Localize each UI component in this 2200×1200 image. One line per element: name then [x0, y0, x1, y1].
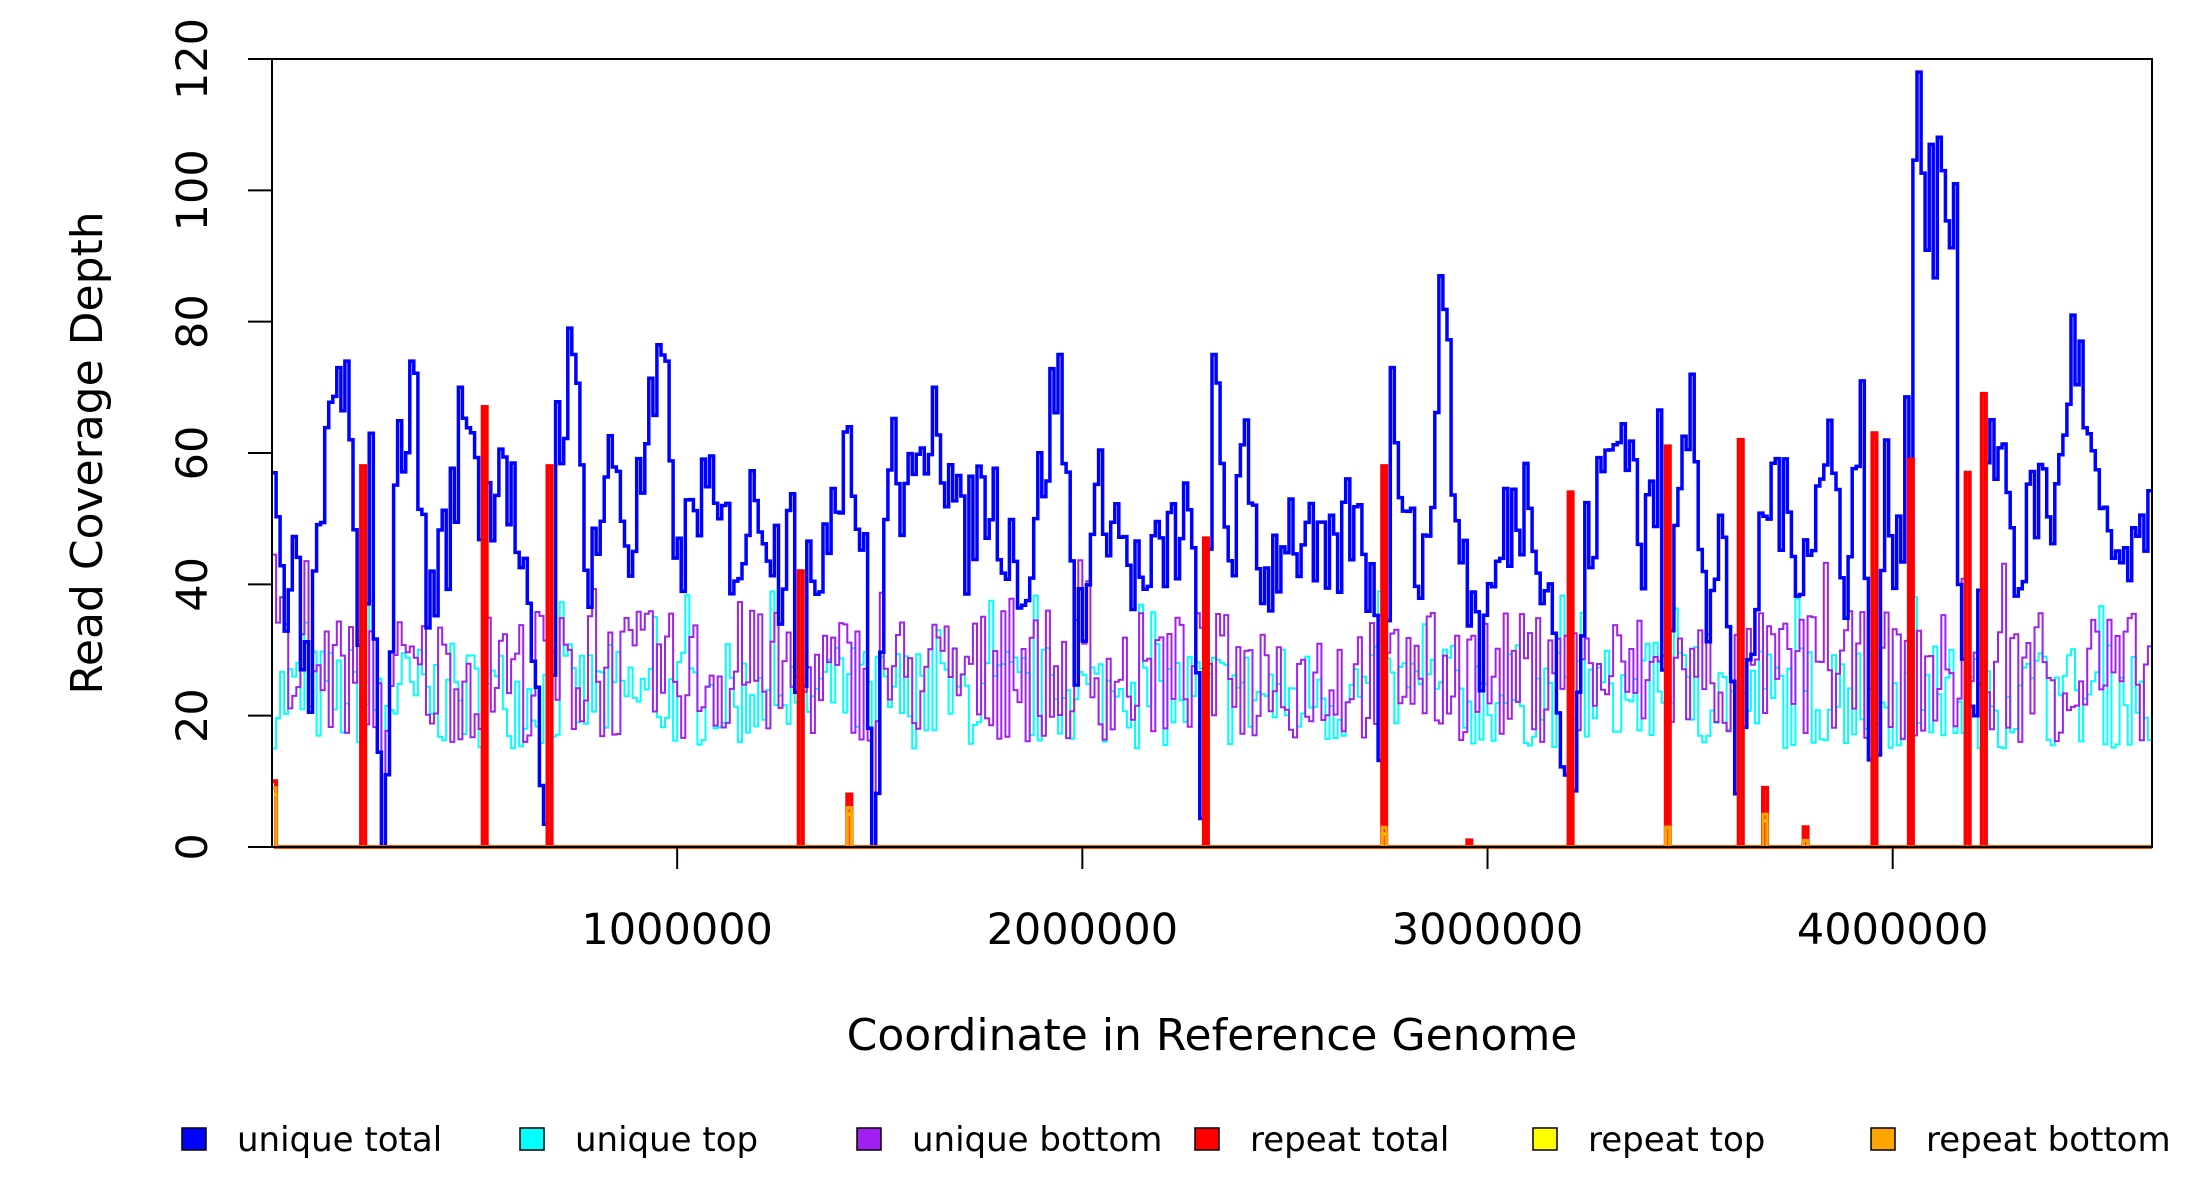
legend: unique total unique top unique bottom repea…	[181, 1120, 2171, 1160]
y-tick-label-1: 20	[168, 688, 218, 743]
y-tick-label-5: 100	[168, 149, 218, 231]
legend-swatch-repeat-total	[1194, 1127, 1220, 1151]
x-tick-label-3: 4000000	[1797, 905, 1989, 955]
legend-label-unique-top: unique top	[575, 1120, 758, 1160]
x-axis: 1000000 2000000 3000000 4000000	[581, 847, 1988, 955]
x-tick-label-2: 3000000	[1392, 905, 1584, 955]
legend-label-unique-total: unique total	[237, 1120, 442, 1160]
x-axis-title: Coordinate in Reference Genome	[847, 1010, 1578, 1061]
series-line-repeat-bottom	[272, 786, 2152, 849]
y-tick-label-6: 120	[168, 18, 218, 100]
x-tick-label-1: 2000000	[987, 905, 1179, 955]
y-tick-label-4: 80	[168, 294, 218, 349]
legend-swatch-unique-bottom	[856, 1127, 882, 1151]
legend-swatch-unique-top	[519, 1127, 545, 1151]
legend-label-unique-bottom: unique bottom	[912, 1120, 1162, 1160]
series-line-repeat-top	[272, 793, 2152, 849]
series-line-unique-total	[272, 70, 2152, 849]
y-axis-title: Read Coverage Depth	[62, 211, 113, 694]
legend-swatch-repeat-bottom	[1870, 1127, 1896, 1151]
legend-label-repeat-top: repeat top	[1588, 1120, 1765, 1160]
y-tick-label-0: 0	[168, 833, 218, 860]
series-line-unique-bottom	[272, 553, 2152, 848]
legend-swatch-unique-total	[181, 1127, 207, 1151]
legend-swatch-repeat-top	[1532, 1127, 1558, 1151]
y-tick-label-3: 60	[168, 426, 218, 481]
plot-series	[272, 70, 2152, 849]
legend-label-repeat-bottom: repeat bottom	[1926, 1120, 2171, 1160]
y-axis: 0 20 40 60 80 100 120	[168, 18, 272, 861]
legend-label-repeat-total: repeat total	[1250, 1120, 1449, 1160]
y-tick-label-2: 40	[168, 557, 218, 612]
x-tick-label-0: 1000000	[581, 905, 773, 955]
